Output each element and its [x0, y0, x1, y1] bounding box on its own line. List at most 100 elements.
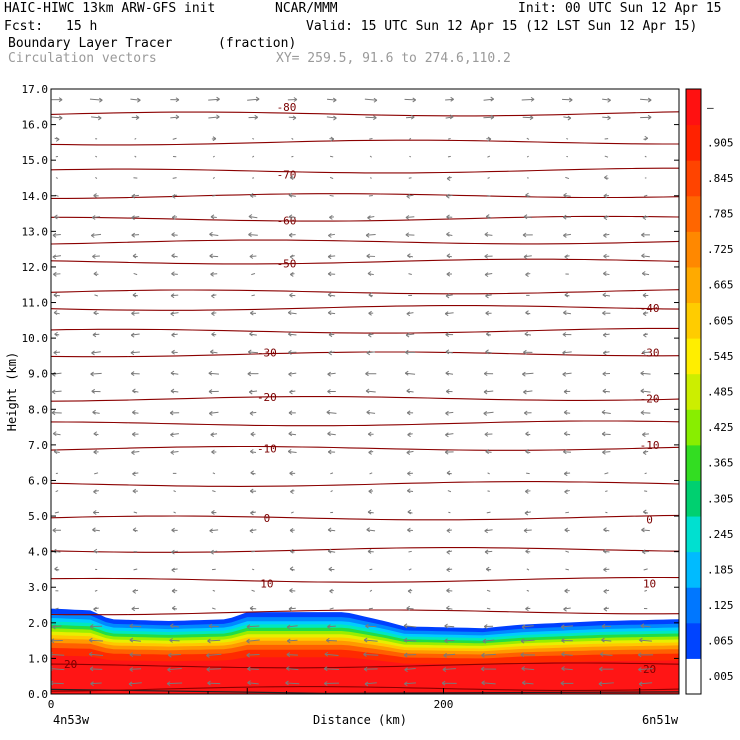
wind-vector-shaft: [482, 639, 495, 642]
wind-vector-head: [327, 431, 331, 437]
wind-vector-head: [52, 431, 57, 437]
wind-vector: [89, 97, 103, 103]
wind-vector: [130, 332, 140, 338]
wind-vector: [445, 432, 454, 438]
wind-vector: [134, 155, 137, 158]
wind-vector-head: [485, 566, 490, 572]
wind-vector: [132, 588, 139, 594]
wind-vector-head: [525, 431, 529, 437]
wind-vector-shaft: [561, 668, 573, 671]
wind-vector-head: [524, 510, 529, 516]
wind-vector: [369, 568, 373, 571]
wind-vector: [406, 605, 414, 611]
wind-vector: [446, 588, 453, 593]
wind-vector-shaft: [133, 511, 138, 514]
wind-vector-shaft: [95, 155, 98, 158]
wind-vector-head: [482, 638, 487, 644]
wind-vector: [91, 350, 101, 356]
wind-vector-shaft: [605, 511, 608, 514]
temperature-contour-line: [51, 193, 679, 199]
wind-vector-head: [368, 488, 373, 494]
wind-vector-head: [130, 371, 135, 376]
wind-vector: [206, 653, 222, 658]
wind-vector-head: [641, 253, 645, 259]
wind-vector-shaft: [483, 411, 494, 414]
wind-vector-shaft: [288, 312, 297, 315]
wind-vector-head: [368, 450, 372, 455]
wind-vector-head: [564, 292, 569, 298]
wind-vector-head: [520, 652, 525, 658]
wind-vector: [369, 138, 373, 140]
wind-vector-head: [93, 271, 98, 277]
wind-vector: [208, 370, 219, 376]
wind-vector: [328, 350, 335, 356]
colorbar-swatch: [686, 409, 701, 446]
wind-vector-head: [288, 331, 292, 337]
wind-vector-head: [207, 680, 211, 686]
wind-vector-head: [563, 606, 567, 612]
wind-vector-shaft: [366, 234, 376, 236]
temperature-contour-line: [51, 167, 679, 174]
wind-vector: [363, 652, 379, 657]
wind-vector-head: [567, 115, 572, 121]
wind-vector: [92, 332, 100, 338]
wind-vector: [605, 511, 608, 514]
colorbar-swatch: [686, 338, 701, 375]
wind-vector-head: [170, 293, 175, 299]
wind-vector: [481, 680, 496, 686]
colorbar: .005 .065 .125 .185 .245 .305 .365 .425 .485 .545…: [685, 88, 734, 695]
wind-vector-head: [407, 527, 411, 533]
wind-vector: [287, 97, 298, 102]
wind-vector: [564, 588, 570, 594]
wind-vector-head: [603, 548, 607, 554]
wind-vector-shaft: [252, 137, 255, 140]
wind-vector: [94, 294, 98, 297]
wind-vector-head: [484, 549, 489, 555]
wind-vector: [562, 97, 573, 103]
wind-vector-shaft: [90, 682, 102, 685]
wind-vector: [369, 472, 373, 475]
wind-vector-head: [485, 310, 489, 316]
wind-vector: [286, 638, 298, 644]
wind-vector-head: [289, 528, 294, 533]
wind-vector-head: [92, 409, 96, 415]
wind-vector-head: [486, 331, 490, 337]
wind-vector: [601, 409, 611, 415]
wind-vector: [486, 331, 492, 337]
wind-vector-head: [170, 388, 175, 394]
wind-vector-shaft: [643, 194, 648, 197]
wind-vector-head: [249, 528, 254, 534]
wind-vector-shaft: [290, 511, 294, 514]
wind-vector-head: [288, 232, 293, 238]
wind-vector-shaft: [172, 177, 177, 179]
wind-vector-head: [405, 232, 410, 238]
wind-vector-shaft: [55, 177, 58, 179]
wind-vector: [446, 549, 453, 555]
wind-vector-shaft: [641, 529, 650, 532]
wind-vector: [561, 624, 574, 630]
wind-vector-head: [366, 527, 371, 533]
wind-vector-head: [363, 666, 368, 672]
wind-vector: [369, 177, 372, 179]
wind-vector-head: [53, 449, 58, 454]
wind-vector-shaft: [92, 529, 100, 532]
wind-vector-shaft: [207, 682, 221, 685]
wind-vector-head: [407, 471, 411, 476]
wind-vector-shaft: [369, 177, 372, 179]
wind-vector-shaft: [447, 490, 452, 493]
wind-vector-shaft: [566, 137, 569, 140]
wind-vector-shaft: [131, 450, 140, 454]
wind-vector-head: [211, 331, 215, 337]
wind-vector-head: [603, 193, 608, 199]
wind-vector-head: [638, 681, 643, 687]
colorbar-swatch: [686, 89, 701, 126]
wind-vector: [327, 310, 336, 316]
wind-vector-head: [603, 527, 607, 533]
temperature-contour-line: [51, 327, 679, 334]
wind-vector-head: [563, 192, 567, 198]
wind-vector: [522, 371, 534, 377]
wind-vector-shaft: [167, 667, 182, 671]
wind-vector: [286, 652, 298, 658]
wind-vector: [562, 214, 572, 220]
wind-vector-head: [601, 409, 606, 415]
